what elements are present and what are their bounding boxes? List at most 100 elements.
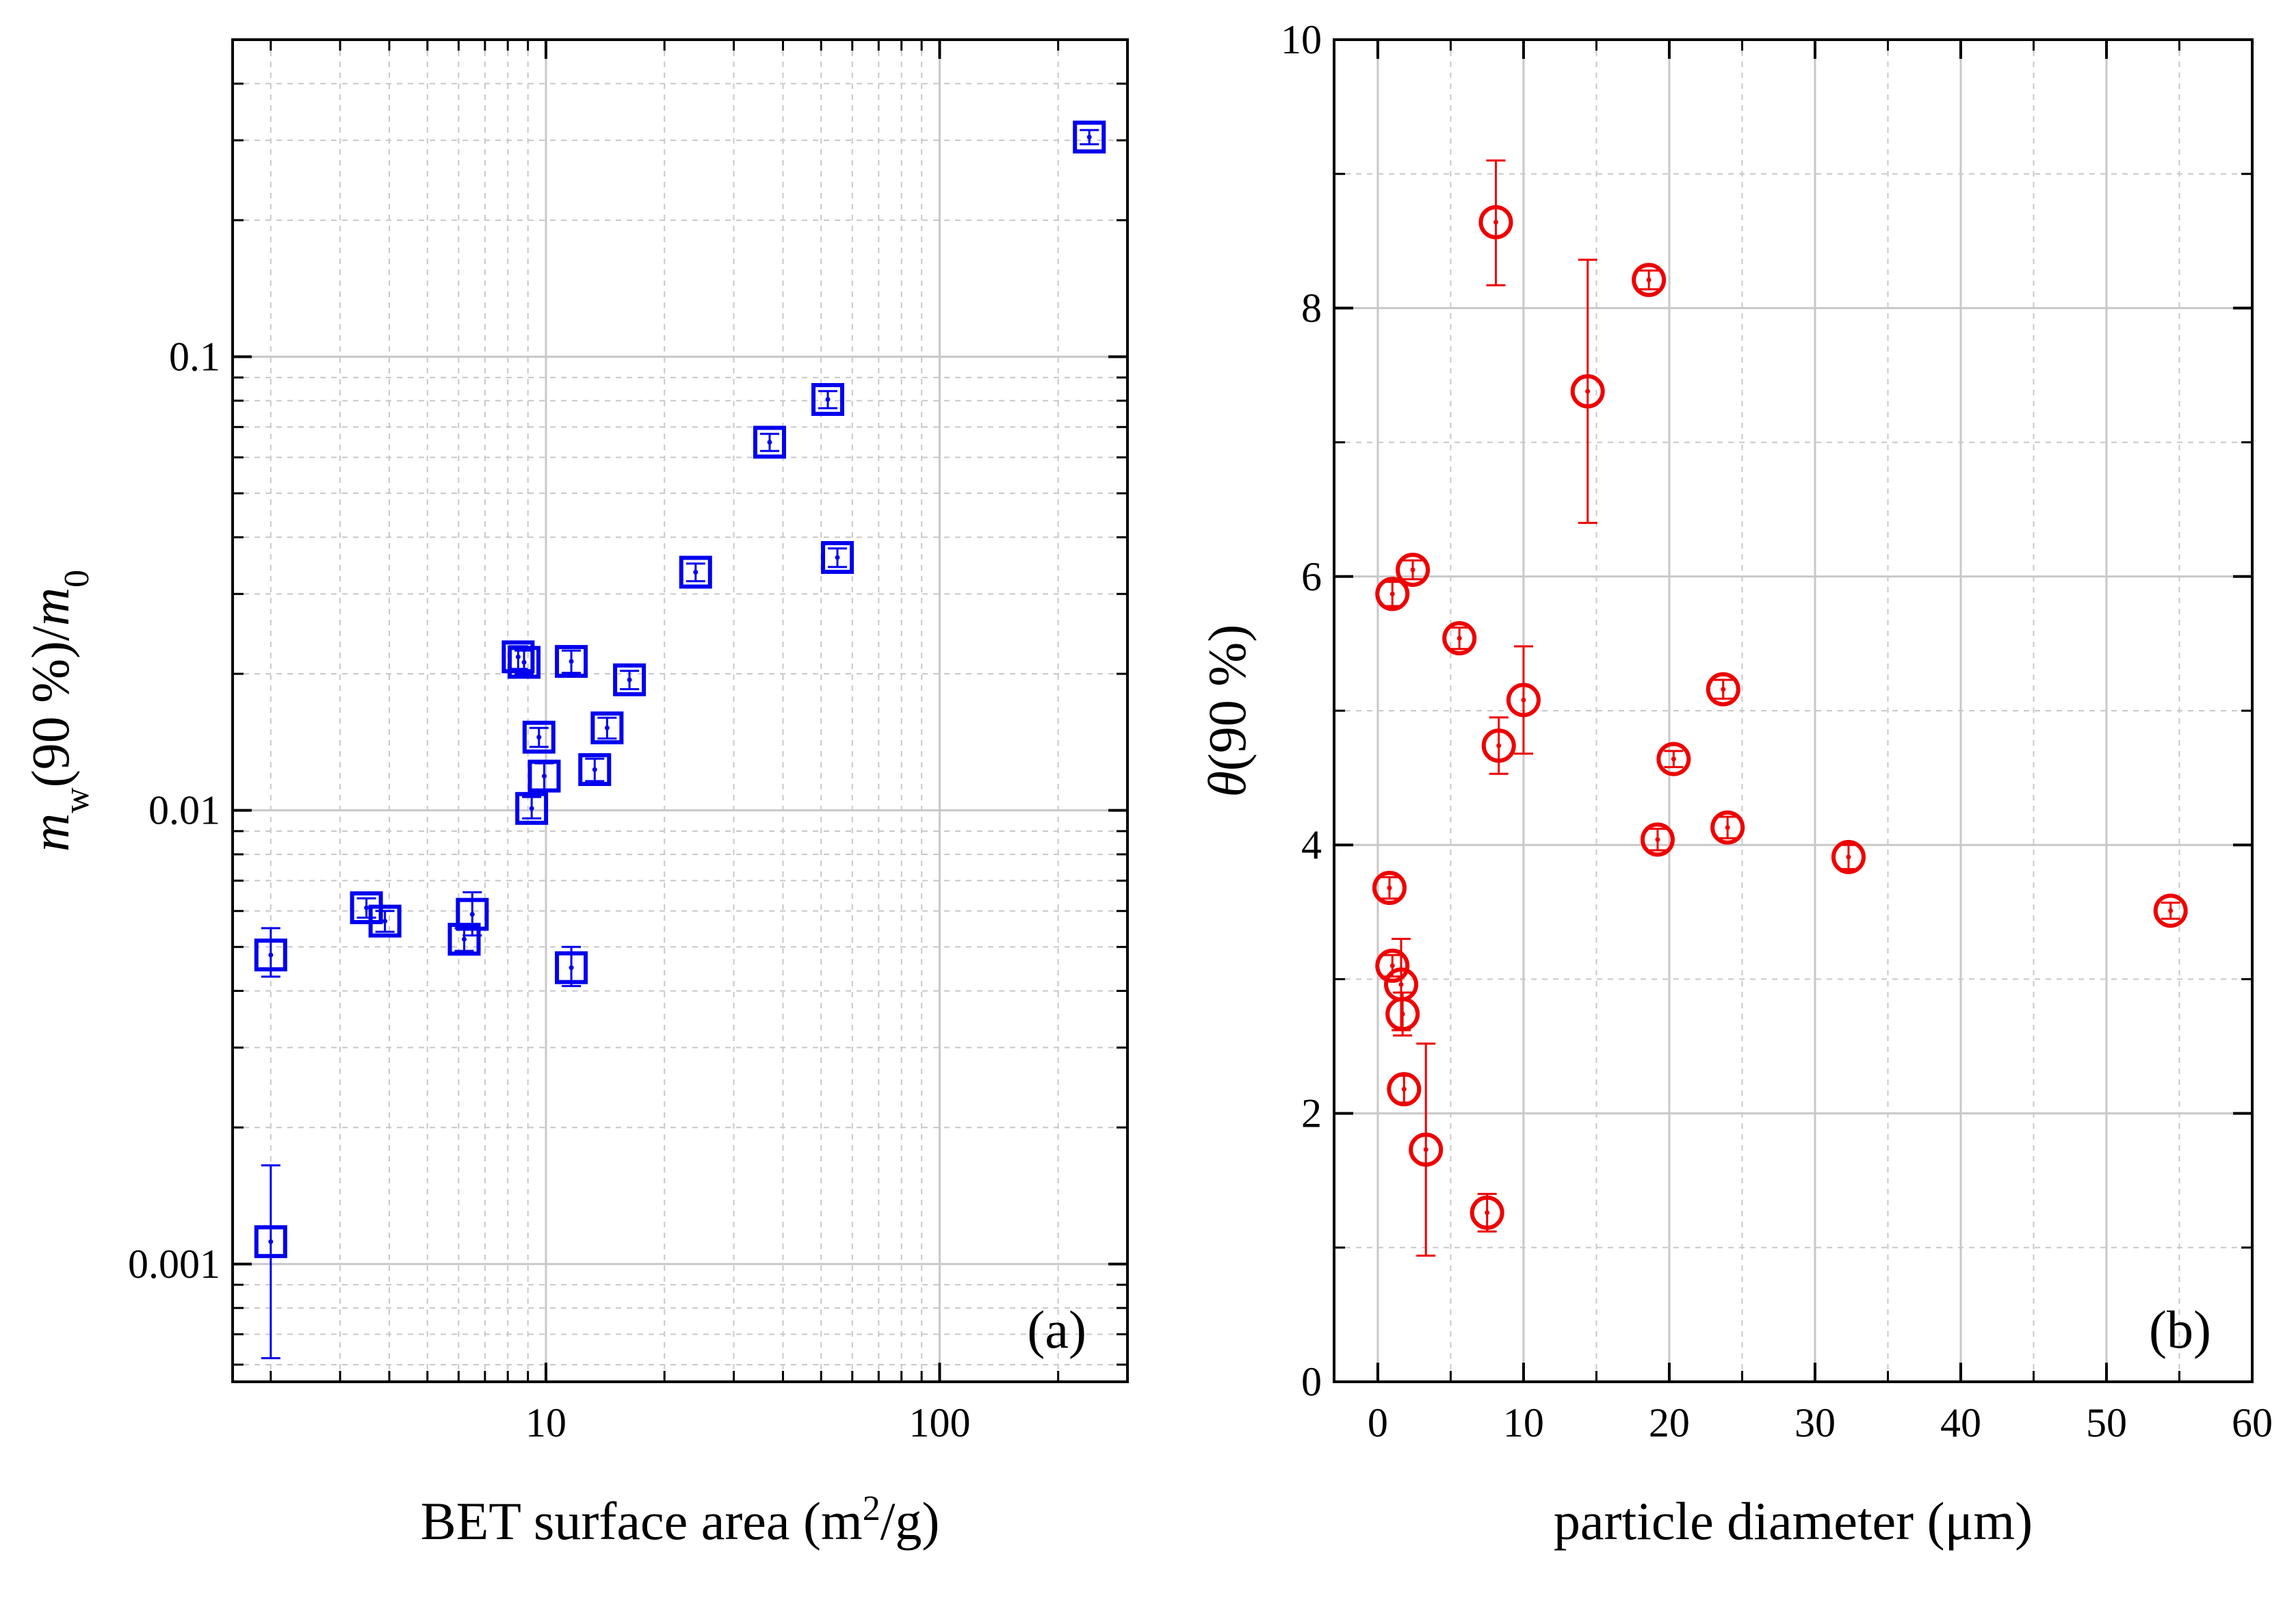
a-square-marker <box>555 644 588 678</box>
a-data-point <box>753 425 786 459</box>
b-circle-marker <box>1385 997 1420 1032</box>
a-data-point <box>821 540 855 574</box>
a-marker-center-dot <box>592 767 597 772</box>
b-data-point <box>1632 263 1667 298</box>
b-x-tick-label: 60 <box>2232 1400 2273 1445</box>
a-marker-center-dot <box>382 919 388 924</box>
b-data-point <box>1656 742 1691 776</box>
b-marker-center-dot <box>1671 757 1676 762</box>
a-data-point <box>578 753 612 787</box>
a-square-marker <box>522 720 556 754</box>
a-square-marker <box>578 753 612 787</box>
panel-a-x-axis-title-superscript: 2 <box>863 1489 880 1528</box>
a-marker-center-dot <box>515 654 521 659</box>
panel-a-y-axis-title-subscript-0: 0 <box>57 570 96 588</box>
b-circle-marker <box>1506 683 1541 718</box>
b-circle-marker <box>1372 870 1407 905</box>
b-marker-center-dot <box>1398 982 1404 987</box>
b-marker-center-dot <box>1423 1147 1429 1153</box>
a-square-marker <box>811 382 845 416</box>
a-square-marker <box>368 904 402 938</box>
b-y-tick-label: 2 <box>1301 1091 1322 1136</box>
a-data-point <box>254 1164 287 1359</box>
panel-b-grid <box>1334 38 2254 1383</box>
b-marker-center-dot <box>1390 591 1395 596</box>
a-square-marker <box>447 923 481 956</box>
b-x-tick-label: 40 <box>1940 1400 1981 1445</box>
b-data-point <box>1831 839 1866 874</box>
panel-b-data-points <box>1372 159 2188 1257</box>
b-marker-center-dot <box>2168 908 2174 913</box>
panel-a-y-axis-title-m0: m <box>21 588 80 626</box>
b-circle-marker <box>2153 893 2188 928</box>
panel-a-label: (a) <box>1027 1300 1086 1359</box>
a-y-tick-label: 0.1 <box>169 335 220 380</box>
b-y-tick-label: 4 <box>1301 822 1322 867</box>
a-marker-center-dot <box>268 952 274 958</box>
a-data-point <box>515 791 549 825</box>
b-data-point <box>1442 621 1477 656</box>
a-marker-center-dot <box>825 397 831 402</box>
b-x-tick-label: 0 <box>1368 1400 1388 1445</box>
panel-b-x-axis-title: particle diameter (μm) <box>1554 1491 2033 1551</box>
b-data-point <box>1710 810 1745 845</box>
a-marker-center-dot <box>536 735 542 740</box>
a-marker-center-dot <box>569 659 574 664</box>
a-marker-center-dot <box>767 439 772 445</box>
a-data-point <box>368 904 402 938</box>
b-circle-marker <box>1375 948 1410 983</box>
b-data-point <box>1478 159 1513 287</box>
b-data-point <box>1481 716 1516 775</box>
b-data-point <box>1372 870 1407 905</box>
b-marker-center-dot <box>1485 1210 1490 1216</box>
b-data-point <box>1570 259 1605 524</box>
a-marker-center-dot <box>521 659 527 665</box>
panel-a-y-axis-title-subscript-w: w <box>57 787 96 813</box>
b-data-point <box>1706 672 1740 707</box>
b-circle-marker <box>1706 672 1740 707</box>
a-marker-center-dot <box>541 774 547 779</box>
a-square-marker <box>1073 120 1106 154</box>
a-x-tick-label: 10 <box>525 1400 566 1445</box>
panel-b-y-axis-title-theta: θ <box>1197 771 1257 797</box>
b-circle-marker <box>1710 810 1745 845</box>
a-data-point <box>527 759 561 793</box>
a-marker-center-dot <box>569 965 574 971</box>
b-data-point <box>1409 1042 1444 1257</box>
a-square-marker <box>590 711 624 745</box>
b-y-tick-label: 10 <box>1281 17 1322 62</box>
b-marker-center-dot <box>1390 963 1395 969</box>
a-y-tick-label: 0.001 <box>128 1242 220 1287</box>
a-square-marker <box>515 791 549 825</box>
panel-a-chart: 10 100 0.001 0.01 0.1 (a) BET surface area (… <box>21 38 1129 1551</box>
b-data-point <box>2153 893 2188 928</box>
b-y-tick-label: 0 <box>1301 1359 1322 1404</box>
a-square-marker <box>508 646 541 679</box>
panel-a-y-axis-title: mw(90 %)/m0 <box>21 570 96 852</box>
a-square-marker <box>501 640 535 674</box>
a-marker-center-dot <box>604 725 610 731</box>
a-square-marker <box>254 1225 287 1259</box>
a-square-marker <box>527 759 561 793</box>
b-y-tick-label: 8 <box>1301 285 1322 330</box>
b-marker-center-dot <box>1400 1011 1405 1017</box>
a-square-marker <box>555 951 588 984</box>
panel-a-frame <box>231 38 1129 1383</box>
b-circle-marker <box>1387 1072 1422 1107</box>
b-x-tick-label: 10 <box>1503 1400 1544 1445</box>
b-circle-marker <box>1481 729 1516 763</box>
panel-a-y-axis-title-middle: (90 %)/ <box>21 626 80 787</box>
a-data-point <box>1073 120 1106 154</box>
a-data-point <box>508 646 541 679</box>
b-marker-center-dot <box>1646 277 1652 283</box>
a-data-point <box>613 663 647 696</box>
a-square-marker <box>254 939 287 972</box>
panel-b-y-axis-title: θ(90 %) <box>1197 625 1257 798</box>
a-x-tick-label: 100 <box>909 1400 970 1445</box>
panel-b-frame <box>1333 38 2254 1383</box>
panel-b-y-axis-title-rest: (90 %) <box>1197 625 1257 771</box>
b-circle-marker <box>1478 205 1513 239</box>
a-marker-center-dot <box>469 912 475 917</box>
a-data-point <box>522 720 556 754</box>
panel-a-x-axis-title-unit: /g) <box>880 1491 940 1551</box>
